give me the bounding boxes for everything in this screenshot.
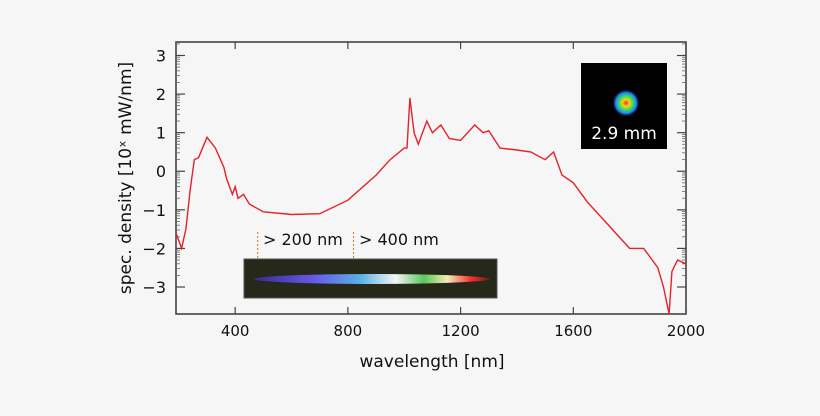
spectrum-photo-inset [243,258,498,299]
y-tick-label: −1 [142,201,166,220]
y-tick-label: −2 [142,239,166,258]
x-axis-label: wavelength [nm] [359,352,504,372]
x-tick-label: 800 [334,322,363,340]
annotation-200nm: > 200 nm [263,230,343,249]
annotation-400nm: > 400 nm [359,230,439,249]
x-tick-label: 400 [221,322,250,340]
y-tick-label: 0 [156,162,166,181]
beam-size-label: 2.9 mm [591,124,657,144]
y-tick-label: 3 [156,47,166,66]
y-tick-label: 1 [156,124,166,143]
x-tick-label: 1200 [441,322,479,340]
spectrum-line [175,97,687,315]
x-tick-label: 2000 [667,322,705,340]
y-axis-label: spec. density [10ˣ mW/nm] [116,62,136,294]
y-tick-label: 2 [156,85,166,104]
y-tick-label: −3 [142,278,166,297]
plot-frame [175,41,687,315]
beam-profile-inset: 2.9 mm [581,63,667,149]
x-tick-label: 1600 [554,322,592,340]
